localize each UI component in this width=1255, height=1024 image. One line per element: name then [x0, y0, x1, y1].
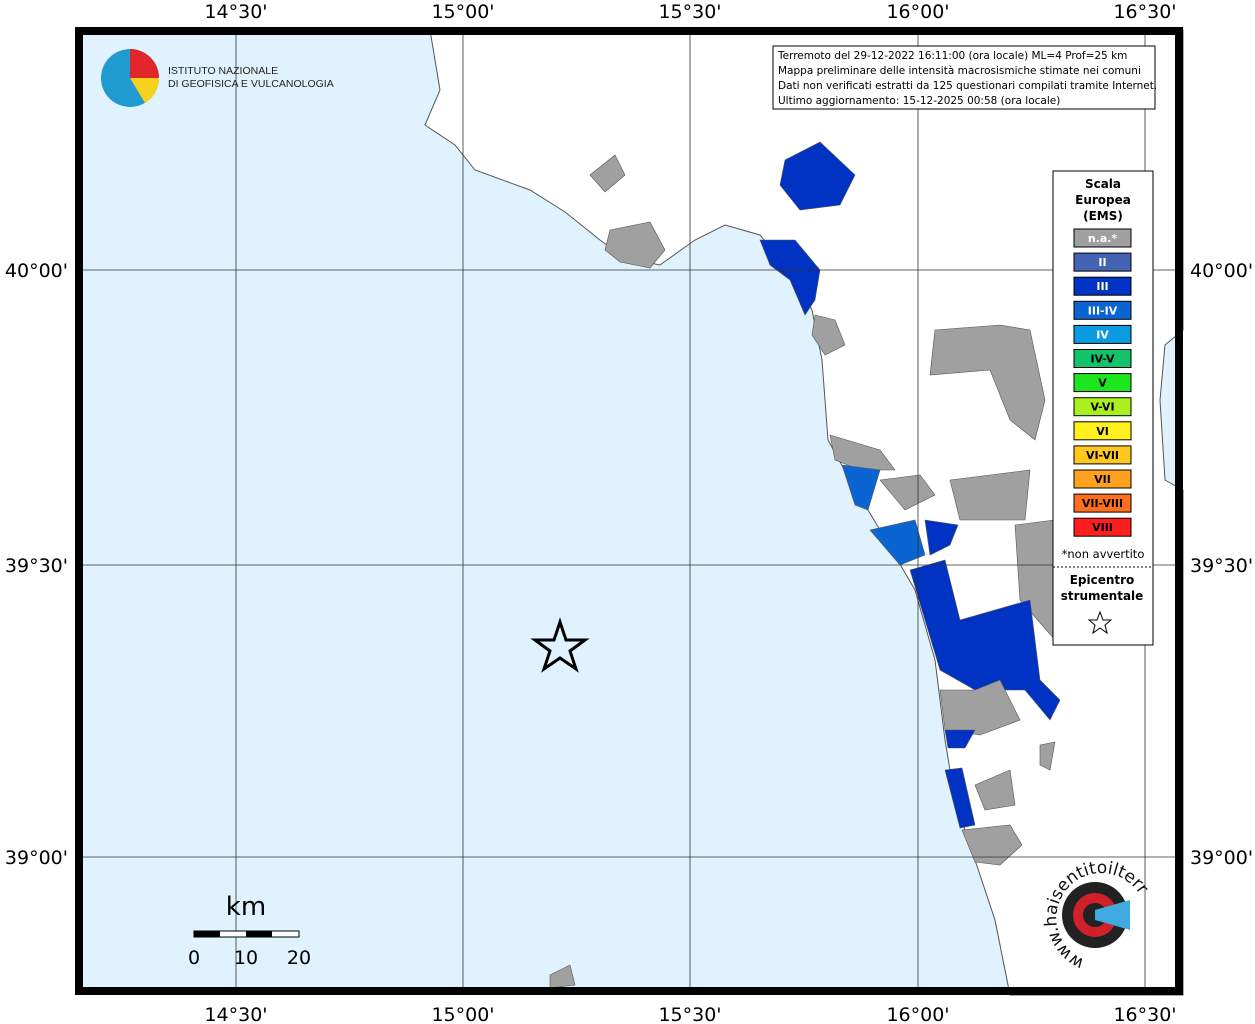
lat-tick-label: 40°00' [5, 260, 68, 282]
area-na [604, 221, 666, 269]
legend-swatch [1073, 349, 1132, 368]
area-iii [944, 767, 976, 829]
legend-swatch [1073, 517, 1132, 537]
lon-tick-label: 16°00' [886, 1, 949, 23]
lon-tick-label: 16°30' [1113, 1004, 1176, 1024]
island [549, 964, 576, 989]
legend-label: n.a.* [1088, 232, 1118, 245]
logo-beam [1095, 900, 1130, 930]
legend-swatch [1073, 445, 1132, 465]
info-line: Mappa preliminare delle intensità macros… [778, 65, 1141, 77]
site-logo [1062, 882, 1130, 948]
legend-footnote: *non avvertito [1062, 547, 1145, 561]
lon-tick-label: 15°30' [658, 1004, 721, 1024]
legend-label: II [1098, 256, 1106, 269]
logo-sector [130, 49, 159, 78]
municipalities [549, 141, 1061, 989]
scale-bar [193, 930, 300, 938]
legend-swatch [1073, 252, 1132, 272]
area-na [811, 314, 846, 356]
info-line: Terremoto del 29-12-2022 16:11:00 (ora l… [777, 50, 1127, 62]
legend-swatch [1073, 324, 1132, 344]
area-iii [909, 559, 1061, 721]
frame [75, 27, 1183, 995]
lon-tick-label: 14°30' [204, 1, 267, 23]
scale-segment [194, 931, 220, 937]
area-na [974, 769, 1016, 811]
scale-label: 20 [287, 947, 311, 969]
info-box [772, 45, 1156, 110]
area-na [949, 469, 1031, 521]
scale-label: 10 [234, 947, 258, 969]
lon-tick-label: 14°30' [204, 1004, 267, 1024]
legend-star [1087, 610, 1113, 635]
legend-label: III-IV [1088, 304, 1118, 317]
legend-label: V [1098, 377, 1107, 390]
legend-label: VII-VIII [1082, 497, 1123, 510]
area-iii [779, 141, 856, 211]
logo-text: DI GEOFISICA E VULCANOLOGIA [168, 78, 334, 90]
lat-tick-label: 39°00' [5, 847, 68, 869]
legend-swatch [1073, 300, 1132, 320]
area-iii [924, 519, 959, 556]
area-iii [759, 239, 821, 316]
info-line: Ultimo aggiornamento: 15-12-2025 00:58 (… [778, 95, 1060, 107]
legend-label: IV-V [1090, 353, 1115, 366]
lat-tick-label: 39°30' [5, 555, 68, 577]
legend-label: V-VI [1090, 401, 1114, 414]
lon-tick-label: 16°30' [1113, 1, 1176, 23]
logo-sector [130, 78, 160, 103]
lat-tick-label: 40°00' [1190, 260, 1253, 282]
legend-swatch [1073, 421, 1132, 441]
legend-label: III [1096, 280, 1108, 293]
area-na [589, 154, 626, 193]
legend-title: Scala [1085, 177, 1121, 191]
legend-swatch [1073, 373, 1132, 393]
scale-unit: km [226, 892, 266, 922]
legend-label: VI [1096, 425, 1109, 438]
epicentre-title: strumentale [1061, 589, 1144, 603]
area-iii [944, 729, 976, 749]
area-na [879, 474, 936, 511]
area-iii-iv [841, 464, 881, 511]
epicentre-star [530, 617, 590, 673]
scale-segment [246, 931, 272, 937]
lon-tick-label: 16°00' [886, 1004, 949, 1024]
legend-label: VIII [1092, 521, 1113, 534]
lon-tick-label: 15°00' [431, 1, 494, 23]
legend-swatch [1073, 493, 1132, 513]
lon-tick-label: 15°00' [431, 1004, 494, 1024]
legend-label: IV [1096, 328, 1109, 341]
legend-label: VI-VII [1086, 449, 1119, 462]
info-line: Dati non verificati estratti da 125 ques… [778, 80, 1157, 92]
epicentre-title: Epicentro [1070, 573, 1135, 587]
legend-swatch [1073, 276, 1132, 296]
legend-title: (EMS) [1083, 209, 1123, 223]
lat-tick-label: 39°00' [1190, 847, 1253, 869]
legend-swatch [1073, 469, 1132, 489]
area-iii-iv [869, 519, 926, 566]
logo-text: ISTITUTO NAZIONALE [168, 65, 278, 77]
scale-label: 0 [188, 947, 200, 969]
area-na [1039, 741, 1056, 771]
ingv-logo [101, 49, 160, 107]
legend-title: Europea [1075, 193, 1131, 207]
legend-swatch [1073, 228, 1132, 248]
lat-tick-label: 39°30' [1190, 555, 1253, 577]
legend-swatch [1073, 397, 1132, 417]
lon-tick-label: 15°30' [658, 1, 721, 23]
area-na [929, 324, 1046, 441]
legend-label: VII [1094, 473, 1111, 486]
